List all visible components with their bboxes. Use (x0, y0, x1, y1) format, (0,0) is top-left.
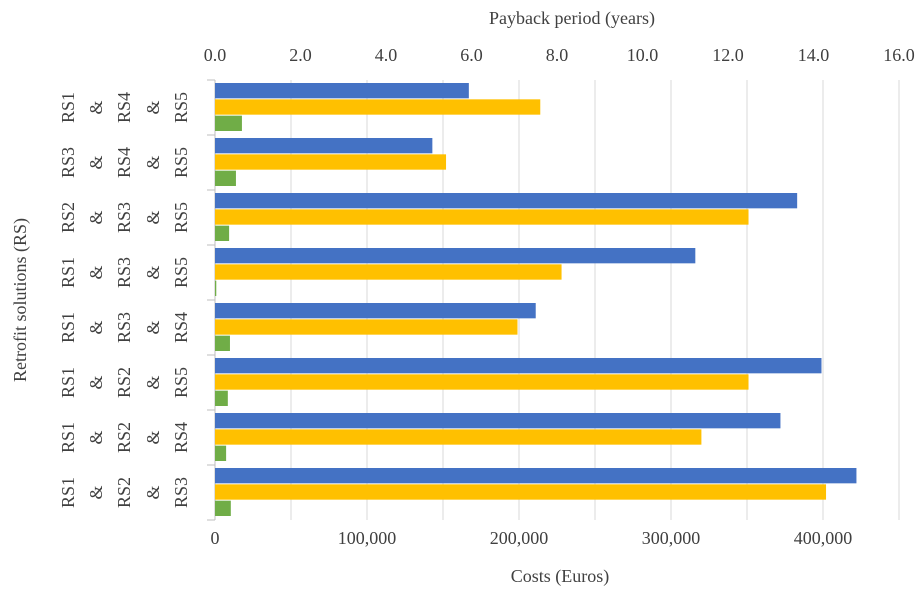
y-tick-label: RS2 (58, 202, 78, 233)
bar (215, 115, 242, 131)
y-tick-label: RS3 (171, 477, 191, 508)
y-tick-label: RS1 (58, 422, 78, 453)
x2-tick-label: 2.0 (289, 45, 312, 65)
y-tick-label: RS5 (171, 92, 191, 123)
y-tick-label: RS3 (114, 312, 134, 343)
bar (215, 374, 749, 390)
bar (215, 319, 518, 335)
x2-tick-label: 6.0 (460, 45, 483, 65)
bar (215, 484, 827, 500)
bar (215, 170, 236, 186)
y-tick-label: & (86, 320, 106, 334)
y-tick-label: & (86, 375, 106, 389)
y-tick-label: RS5 (171, 367, 191, 398)
y-tick-label: RS2 (114, 367, 134, 398)
bar (215, 390, 228, 406)
y-tick-label: RS4 (171, 312, 191, 343)
bar (215, 225, 230, 241)
bar (215, 209, 749, 225)
x2-tick-label: 14.0 (798, 45, 830, 65)
y-tick-label: RS2 (114, 477, 134, 508)
x-tick-label: 100,000 (338, 528, 397, 548)
bar (215, 413, 781, 429)
y-tick-label: RS3 (114, 202, 134, 233)
y-tick-label: RS2 (114, 422, 134, 453)
y-tick-label: RS4 (114, 92, 134, 123)
bar (215, 264, 562, 280)
bar (215, 429, 702, 445)
x2-tick-label: 4.0 (375, 45, 398, 65)
y-tick-label: & (143, 100, 163, 114)
y-tick-label: RS1 (58, 257, 78, 288)
y-tick-label: & (86, 485, 106, 499)
x2-tick-label: 12.0 (712, 45, 744, 65)
x2-tick-label: 16.0 (883, 45, 915, 65)
bar (215, 83, 469, 99)
bar (215, 154, 447, 170)
y-tick-label: & (143, 265, 163, 279)
x2-axis-title: Payback period (years) (489, 8, 655, 29)
x2-tick-label: 8.0 (546, 45, 569, 65)
bar (215, 500, 231, 516)
bar (215, 445, 227, 461)
y-tick-label: & (143, 485, 163, 499)
bar (215, 358, 822, 374)
bar (215, 138, 433, 154)
bar (215, 335, 230, 351)
x2-tick-label: 0.0 (204, 45, 227, 65)
y-tick-label: RS4 (171, 422, 191, 453)
x-axis-title: Costs (Euros) (511, 566, 610, 587)
y-tick-label: & (86, 100, 106, 114)
y-tick-label: & (86, 430, 106, 444)
y-tick-label: RS1 (58, 312, 78, 343)
y-tick-label: RS5 (171, 147, 191, 178)
bar (215, 280, 217, 296)
y-tick-label: & (143, 430, 163, 444)
y-tick-label: & (143, 210, 163, 224)
y-tick-label: & (143, 155, 163, 169)
bar (215, 248, 696, 264)
y-tick-label: & (143, 320, 163, 334)
x-tick-label: 200,000 (490, 528, 549, 548)
y-tick-label: RS5 (171, 202, 191, 233)
y-tick-label: & (86, 155, 106, 169)
x2-tick-label: 10.0 (627, 45, 659, 65)
y-axis-title: Retrofit solutions (RS) (10, 218, 31, 382)
x-tick-label: 400,000 (794, 528, 853, 548)
x-tick-label: 300,000 (642, 528, 701, 548)
bar (215, 468, 857, 484)
y-tick-label: RS1 (58, 367, 78, 398)
y-tick-label: RS1 (58, 92, 78, 123)
bar (215, 193, 798, 209)
y-tick-label: & (86, 210, 106, 224)
y-tick-label: RS5 (171, 257, 191, 288)
y-tick-label: RS1 (58, 477, 78, 508)
y-tick-label: & (86, 265, 106, 279)
y-tick-label: & (143, 375, 163, 389)
bar (215, 303, 536, 319)
y-tick-label: RS3 (58, 147, 78, 178)
x-tick-label: 0 (211, 528, 220, 548)
y-tick-label: RS4 (114, 147, 134, 178)
bar (215, 99, 541, 115)
y-tick-label: RS3 (114, 257, 134, 288)
